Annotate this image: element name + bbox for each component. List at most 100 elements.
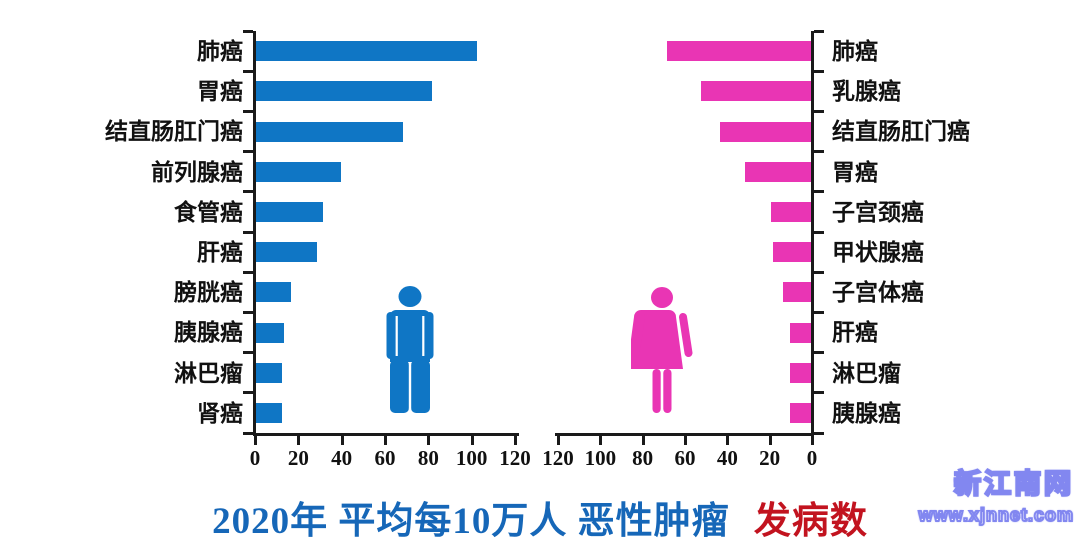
incidence-bar (256, 242, 317, 263)
chart-title: 2020年 平均每10万人 恶性肿瘤 发病数 (0, 490, 1080, 544)
category-label: 淋巴瘤 (174, 359, 243, 386)
category-label: 胃癌 (832, 158, 878, 185)
category-label: 前列腺癌 (151, 158, 243, 185)
category-axis-tick (243, 270, 253, 274)
incidence-bar (783, 282, 811, 303)
value-axis-tick-label: 40 (716, 446, 738, 470)
value-axis-tick (470, 436, 474, 445)
value-axis-tick (684, 436, 687, 445)
incidence-bar (719, 121, 811, 142)
value-axis-tick-label: 0 (806, 446, 818, 470)
category-label: 肺癌 (197, 38, 243, 64)
value-axis-tick-label: 100 (455, 446, 488, 470)
incidence-bar (745, 161, 811, 182)
value-axis-tick-label: 100 (584, 446, 617, 470)
category-label: 甲状腺癌 (832, 239, 924, 265)
category-axis-tick (814, 351, 824, 355)
male-figure-icon (383, 286, 437, 413)
value-axis-tick-label: 0 (249, 446, 261, 470)
incidence-bar (256, 362, 282, 383)
category-axis-tick (814, 270, 824, 274)
category-label: 肝癌 (832, 319, 878, 346)
incidence-bar (256, 402, 282, 423)
category-axis-tick (243, 310, 253, 314)
female-figure-icon (627, 287, 693, 413)
category-label: 肺癌 (832, 38, 878, 64)
category-axis-tick (243, 431, 253, 435)
value-axis-tick-label: 60 (674, 446, 696, 470)
incidence-bar (667, 41, 811, 62)
category-axis-tick (243, 69, 253, 73)
incidence-bar (789, 362, 811, 383)
incidence-bar (256, 322, 285, 343)
category-axis-tick (243, 29, 253, 33)
category-axis (253, 31, 256, 436)
category-axis (811, 31, 814, 436)
value-axis (555, 433, 814, 436)
chart-title-main: 2020年 平均每10万人 恶性肿瘤 (212, 501, 730, 542)
category-axis-tick (243, 351, 253, 355)
incidence-bar (256, 161, 341, 182)
value-axis-tick-label: 120 (542, 446, 574, 470)
category-label: 胰腺癌 (832, 399, 901, 426)
category-label: 结直肠肛门癌 (832, 118, 970, 145)
incidence-bar (700, 81, 811, 102)
value-axis-tick (557, 436, 560, 445)
category-axis-tick (814, 190, 824, 194)
incidence-bar (770, 201, 811, 222)
value-axis-tick (811, 436, 814, 445)
category-axis-tick (814, 150, 824, 154)
value-axis-tick (384, 436, 387, 445)
watermark-site-url: www.xjnnet.com (918, 504, 1074, 526)
category-axis-tick (243, 230, 253, 234)
category-label: 胃癌 (197, 78, 243, 105)
category-label: 膀胱癌 (174, 279, 243, 306)
incidence-bar (256, 282, 291, 303)
watermark-site-name: 新江南网 (953, 468, 1074, 500)
incidence-bar (256, 201, 324, 222)
category-axis-tick (814, 230, 824, 234)
value-axis-tick (768, 436, 772, 445)
category-axis-tick (814, 69, 824, 73)
category-label: 子宫体癌 (832, 279, 924, 306)
value-axis-tick (297, 436, 301, 445)
value-axis-tick-label: 120 (499, 446, 531, 470)
category-label: 乳腺癌 (832, 78, 901, 105)
incidence-bar (772, 242, 811, 263)
category-axis-tick (814, 29, 824, 33)
category-label: 结直肠肛门癌 (105, 118, 243, 145)
incidence-bar (256, 121, 404, 142)
category-axis-tick (243, 190, 253, 194)
value-axis-tick (726, 436, 730, 445)
incidence-bar (256, 41, 477, 62)
category-axis-tick (814, 431, 824, 435)
category-axis-tick (243, 150, 253, 154)
incidence-bar (789, 402, 811, 423)
chart-title-highlight: 发病数 (753, 501, 868, 542)
category-label: 淋巴瘤 (832, 359, 901, 386)
category-label: 胰腺癌 (174, 319, 243, 346)
category-axis-tick (814, 310, 824, 314)
value-axis-tick (599, 436, 603, 445)
value-axis-tick-label: 20 (759, 446, 781, 470)
value-axis-tick-label: 80 (417, 446, 439, 470)
category-axis-tick (814, 391, 824, 395)
category-label: 肾癌 (197, 399, 243, 426)
watermark: 新江南网 www.xjnnet.com (918, 468, 1074, 526)
category-label: 食管癌 (174, 198, 243, 225)
category-label: 肝癌 (197, 239, 243, 265)
value-axis-tick-label: 40 (331, 446, 353, 470)
value-axis (253, 433, 519, 436)
incidence-bar (789, 322, 811, 343)
category-axis-tick (243, 109, 253, 113)
incidence-bar (256, 81, 432, 102)
value-axis-tick (340, 436, 344, 445)
category-axis-tick (243, 391, 253, 395)
value-axis-tick (427, 436, 431, 445)
category-axis-tick (814, 109, 824, 113)
category-label: 子宫颈癌 (832, 198, 924, 225)
value-axis-tick (514, 436, 517, 445)
value-axis-tick (254, 436, 257, 445)
value-axis-tick (641, 436, 645, 445)
